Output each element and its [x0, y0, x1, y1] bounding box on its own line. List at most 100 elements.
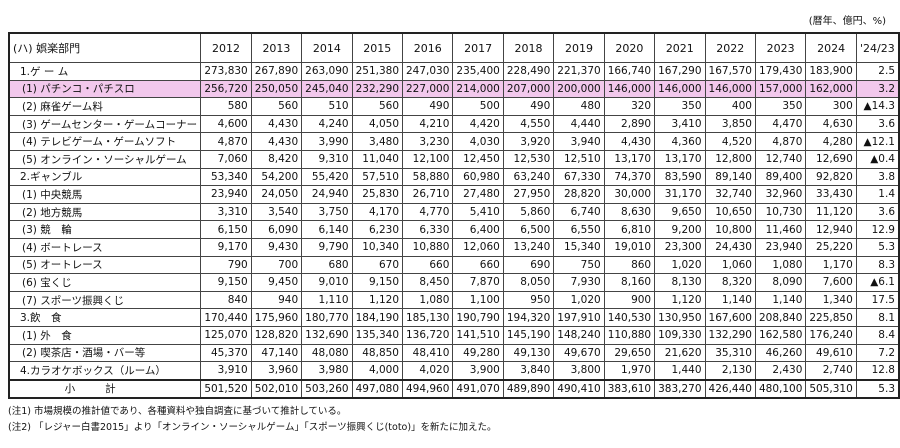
cell-value: 320	[603, 97, 656, 116]
cell-value: 4,630	[805, 114, 857, 134]
cell-value: 11,460	[754, 220, 807, 239]
cell-value: 6,090	[250, 220, 303, 239]
table-row: 3.飲 食 170,440 175,960 180,770 184,190 185,130…	[8, 308, 900, 327]
cell-value: 235,400	[452, 62, 504, 81]
cell-value: 6,150	[200, 220, 252, 239]
cell-value: 221,370	[553, 62, 605, 81]
cell-value: 1,100	[452, 290, 504, 310]
cell-value: 125,070	[200, 325, 252, 345]
cell-value: 3,990	[301, 132, 353, 151]
note: (注2) 「レジャー白書2015」より「オンライン・ソーシャルゲーム」「スポーツ…	[8, 422, 497, 433]
change-value: 5.3	[855, 378, 900, 400]
change-value: ▲14.3	[855, 97, 900, 116]
cell-value: 700	[250, 255, 303, 275]
row-label: 2.ギャンブル	[8, 167, 202, 187]
cell-value: 3,850	[704, 114, 756, 134]
cell-value: 2,430	[754, 361, 807, 381]
table-row: (6) 宝くじ 9,150 9,450 9,010 9,150 8,450 7,870 8,0…	[8, 273, 900, 292]
cell-value: 6,140	[301, 220, 353, 239]
cell-value: 490,410	[553, 378, 605, 400]
cell-value: 8,420	[250, 149, 303, 169]
cell-value: 383,610	[603, 378, 656, 400]
cell-value: 267,890	[250, 62, 303, 81]
table-row: (1) パチンコ・パチスロ 256,720 250,050 245,040 232,29…	[8, 79, 900, 99]
cell-value: 3,910	[200, 361, 252, 381]
column-header: '24/23	[855, 32, 900, 63]
cell-value: 146,000	[704, 79, 756, 99]
cell-value: 4,550	[502, 114, 555, 134]
change-value: 8.1	[855, 308, 900, 327]
column-header: 2017	[452, 32, 504, 63]
cell-value: 48,080	[301, 343, 353, 363]
cell-value: 49,130	[502, 343, 555, 363]
cell-value: 510	[301, 97, 353, 116]
cell-value: 6,330	[401, 220, 454, 239]
cell-value: 10,730	[754, 202, 807, 222]
cell-value: 400	[704, 97, 756, 116]
data-table: (ハ) 娯楽部門 2012 2013 2014 2015 2016 2017 2018 2019…	[8, 32, 900, 400]
cell-value: 4,440	[553, 114, 605, 134]
change-value: 7.2	[855, 343, 900, 363]
table-row: (1) 外 食 125,070 128,820 132,690 135,340 136,7…	[8, 325, 900, 345]
cell-value: 256,720	[200, 79, 252, 99]
cell-value: 23,940	[754, 237, 807, 257]
cell-value: 12,510	[553, 149, 605, 169]
change-value: 3.6	[855, 114, 900, 134]
cell-value: 10,340	[351, 237, 404, 257]
cell-value: 3,980	[301, 361, 353, 381]
row-label: (2) 麻雀ゲーム料	[8, 97, 202, 116]
cell-value: 6,400	[452, 220, 504, 239]
cell-value: 1,110	[301, 290, 353, 310]
cell-value: 273,830	[200, 62, 252, 81]
column-header: 2015	[351, 32, 404, 63]
cell-value: 9,010	[301, 273, 353, 292]
cell-value: 183,900	[805, 62, 857, 81]
cell-value: 426,440	[704, 378, 756, 400]
cell-value: 4,870	[754, 132, 807, 151]
cell-value: 8,130	[654, 273, 706, 292]
cell-value: 32,740	[704, 185, 756, 204]
cell-value: 4,430	[603, 132, 656, 151]
cell-value: 162,580	[754, 325, 807, 345]
cell-value: 146,000	[603, 79, 656, 99]
row-label: (5) オンライン・ソーシャルゲーム	[8, 149, 202, 169]
cell-value: 45,370	[200, 343, 252, 363]
change-value: 3.8	[855, 167, 900, 187]
row-label: (4) ボートレース	[8, 237, 202, 257]
cell-value: 670	[351, 255, 404, 275]
table-row: (4) テレビゲーム・ゲームソフト 4,870 4,430 3,990 3,480 3,2…	[8, 132, 900, 151]
cell-value: 560	[250, 97, 303, 116]
cell-value: 350	[654, 97, 706, 116]
change-value: ▲0.4	[855, 149, 900, 169]
column-header: 2018	[502, 32, 555, 63]
change-value: 8.4	[855, 325, 900, 345]
change-value: ▲12.1	[855, 132, 900, 151]
cell-value: 3,230	[401, 132, 454, 151]
cell-value: 1,970	[603, 361, 656, 381]
cell-value: 4,050	[351, 114, 404, 134]
cell-value: 13,240	[502, 237, 555, 257]
cell-value: 7,600	[805, 273, 857, 292]
cell-value: 3,750	[301, 202, 353, 222]
table-row: 2.ギャンブル 53,340 54,200 55,420 57,510 58,880 60,…	[8, 167, 900, 187]
cell-value: 32,960	[754, 185, 807, 204]
cell-value: 12,800	[704, 149, 756, 169]
cell-value: 57,510	[351, 167, 404, 187]
cell-value: 3,940	[553, 132, 605, 151]
column-header: 2021	[654, 32, 706, 63]
cell-value: 2,740	[805, 361, 857, 381]
cell-value: 194,320	[502, 308, 555, 327]
notes: (注1) 市場規模の推計値であり、各種資料や独自調査に基づいて推計している。 (注…	[8, 404, 497, 436]
cell-value: 1,080	[401, 290, 454, 310]
table-row: (2) 喫茶店・酒場・バー等 45,370 47,140 48,080 48,850 48…	[8, 343, 900, 363]
cell-value: 480,100	[754, 378, 807, 400]
cell-value: 7,930	[553, 273, 605, 292]
column-header: 2012	[200, 32, 252, 63]
cell-value: 29,650	[603, 343, 656, 363]
row-label: 4.カラオケボックス（ルーム）	[8, 361, 202, 381]
cell-value: 1,120	[351, 290, 404, 310]
cell-value: 24,050	[250, 185, 303, 204]
cell-value: 3,310	[200, 202, 252, 222]
cell-value: 3,480	[351, 132, 404, 151]
cell-value: 58,880	[401, 167, 454, 187]
